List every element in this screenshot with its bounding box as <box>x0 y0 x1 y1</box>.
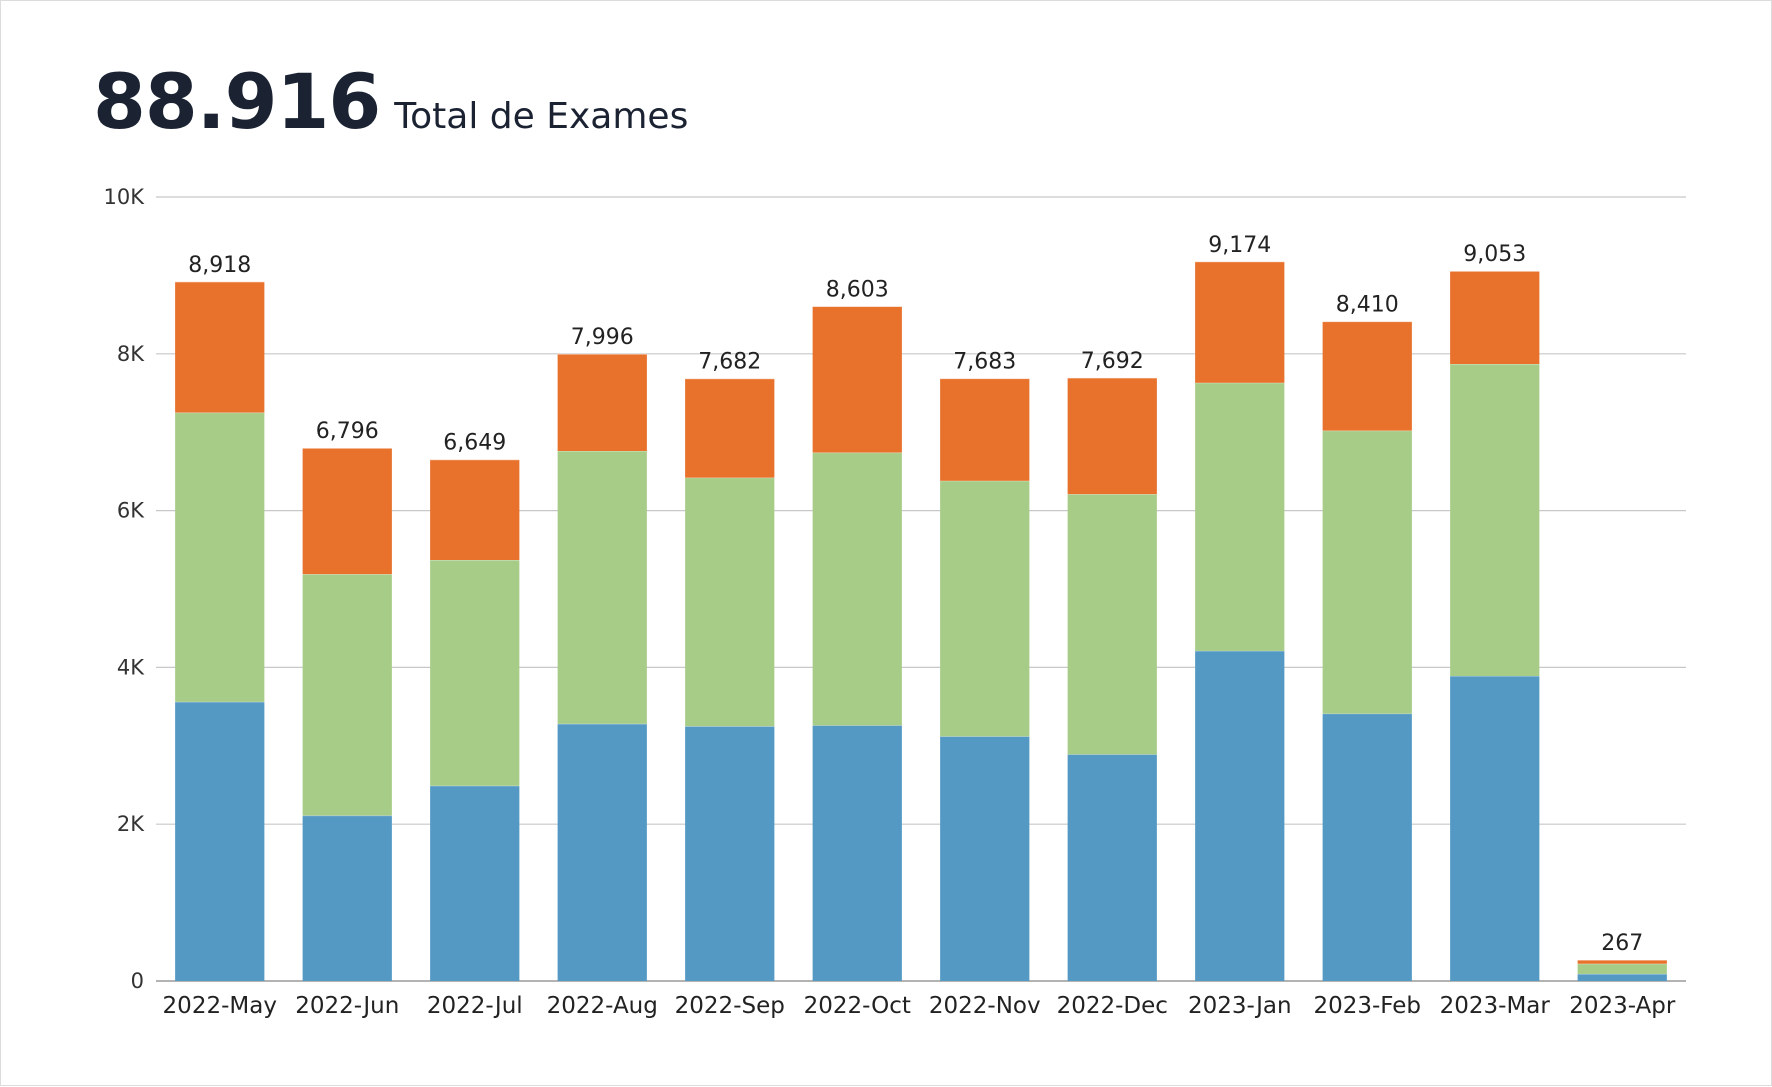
bar-segment-bottom <box>1577 973 1667 981</box>
y-tick-label: 0 <box>131 969 144 993</box>
bar-segment-top <box>430 459 520 560</box>
bar-segment-bottom <box>812 725 902 981</box>
x-category-label: 2022-Oct <box>804 993 911 1019</box>
x-category-label: 2023-Apr <box>1569 993 1676 1019</box>
bar-total-label: 9,174 <box>1208 233 1271 258</box>
bar-total-label: 6,796 <box>316 419 379 444</box>
bar-segment-bottom <box>1195 650 1285 981</box>
total-exams-value: 88.916 <box>93 57 381 146</box>
bar-segment-top <box>302 448 392 575</box>
bar-segment-top <box>685 378 775 478</box>
bar-total-label: 9,053 <box>1463 242 1526 267</box>
bar-segment-middle <box>557 451 647 724</box>
total-exams-label: Total de Exames <box>394 96 689 137</box>
bar-segment-bottom <box>1322 713 1412 981</box>
bar-segment-middle <box>1322 430 1412 714</box>
bar-segment-middle <box>1450 363 1540 677</box>
bar-total-label: 7,996 <box>571 325 634 350</box>
bar-segment-top <box>175 281 265 413</box>
bar-total-label: 7,692 <box>1081 349 1144 374</box>
bar-segment-middle <box>175 412 265 702</box>
bar-total-label: 8,918 <box>188 253 251 278</box>
y-tick-label: 4K <box>117 655 145 679</box>
bar-segment-bottom <box>940 736 1030 981</box>
x-category-label: 2022-Jul <box>427 993 523 1019</box>
bar-segment-top <box>557 354 647 452</box>
bar-segment-middle <box>430 559 520 786</box>
bar-total-label: 267 <box>1601 931 1643 956</box>
bar-segment-top <box>940 378 1030 481</box>
bar-segment-top <box>1067 377 1157 495</box>
y-tick-label: 6K <box>117 499 145 523</box>
chart-header: 88.916 Total de Exames <box>93 57 688 146</box>
x-category-label: 2023-Feb <box>1313 993 1421 1019</box>
bar-total-label: 7,683 <box>953 350 1016 375</box>
x-category-label: 2022-Sep <box>675 993 785 1019</box>
bar-segment-middle <box>940 480 1030 737</box>
bar-total-label: 8,603 <box>826 278 889 303</box>
bar-segment-top <box>1577 960 1667 964</box>
x-category-label: 2022-Nov <box>929 993 1041 1019</box>
x-category-label: 2022-May <box>163 993 277 1019</box>
bar-segment-top <box>1195 261 1285 383</box>
bars <box>175 261 1667 981</box>
x-category-label: 2022-Aug <box>547 993 658 1019</box>
bar-segment-bottom <box>430 785 520 981</box>
bar-segment-bottom <box>557 723 647 981</box>
y-tick-label: 2K <box>117 812 145 836</box>
bar-segment-middle <box>1195 382 1285 651</box>
bar-segment-middle <box>812 452 902 726</box>
bar-segment-middle <box>685 477 775 727</box>
x-axis-labels: 2022-May 2022-Jun 2022-Jul 2022-Aug 2022-Sep… <box>163 993 1676 1019</box>
bar-segment-middle <box>1067 494 1157 755</box>
x-category-label: 2022-Dec <box>1057 993 1168 1019</box>
bar-segment-bottom <box>1450 676 1540 981</box>
bar-segment-bottom <box>175 701 265 981</box>
y-axis-ticks: 0 2K 4K 6K 8K 10K <box>104 185 146 993</box>
data-labels: 8,918 6,796 6,649 7,996 7,682 8,603 7,683 7,692… <box>188 233 1643 956</box>
x-category-label: 2023-Mar <box>1440 993 1551 1019</box>
bar-segment-bottom <box>302 815 392 981</box>
bar-segment-middle <box>302 574 392 816</box>
gridlines <box>156 196 1686 982</box>
bar-total-label: 7,682 <box>698 350 761 375</box>
bar-segment-bottom <box>1067 754 1157 981</box>
bar-segment-middle <box>1577 963 1667 974</box>
x-category-label: 2022-Jun <box>295 993 399 1019</box>
y-tick-label: 10K <box>104 185 146 209</box>
bar-segment-bottom <box>685 726 775 981</box>
bar-total-label: 8,410 <box>1336 293 1399 318</box>
bar-segment-top <box>1322 321 1412 431</box>
bar-total-label: 6,649 <box>443 431 506 456</box>
x-category-label: 2023-Jan <box>1188 993 1292 1019</box>
y-tick-label: 8K <box>117 342 145 366</box>
bar-segment-top <box>1450 271 1540 364</box>
bar-segment-top <box>812 306 902 453</box>
